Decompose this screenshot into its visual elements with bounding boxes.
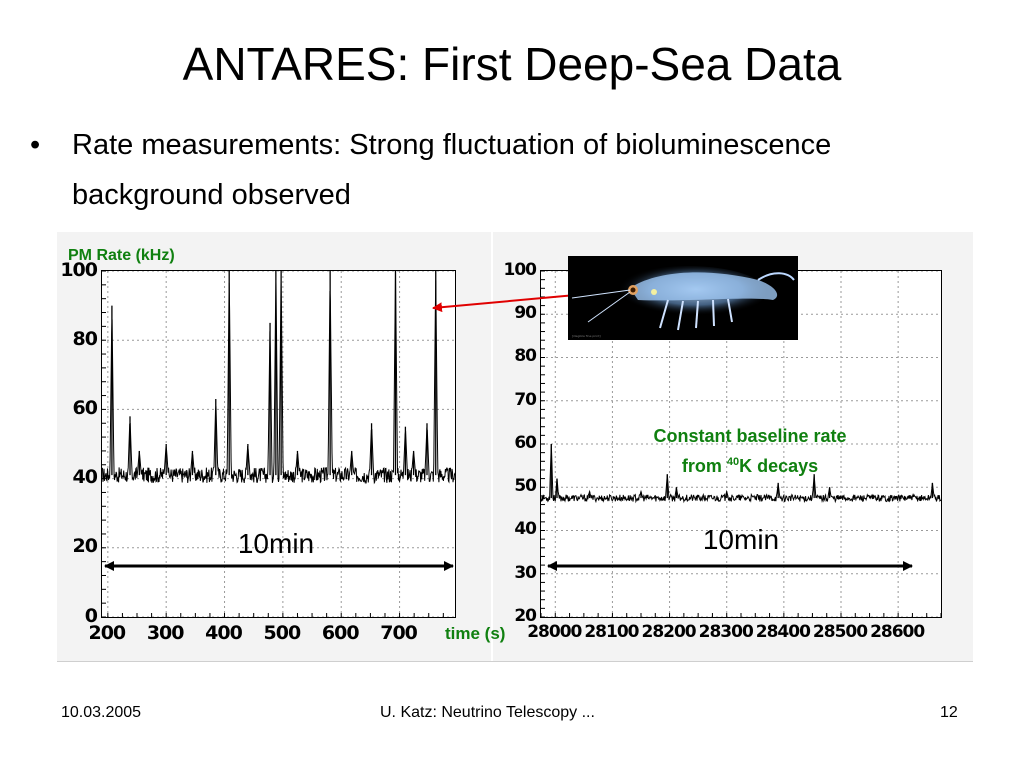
slide-title: ANTARES: First Deep-Sea Data	[182, 38, 842, 90]
x-tick-label: 28500	[812, 622, 868, 642]
right-span-label: 10min	[702, 524, 780, 555]
x-tick-label: 200	[88, 622, 126, 644]
bullet-text: Rate measurements: Strong fluctuation of…	[72, 120, 992, 220]
y-tick-label: 50	[514, 476, 537, 497]
annotation-superscript: 40	[726, 456, 740, 468]
footer-title: U. Katz: Neutrino Telescopy ...	[380, 704, 595, 721]
rate-trace-line	[102, 271, 455, 485]
footer-date: 10.03.2005	[61, 704, 142, 721]
y-tick-label: 30	[514, 562, 537, 583]
y-tick-label: 60	[72, 397, 98, 419]
shrimp-illustration	[571, 266, 795, 331]
annotation-tail: K decays	[739, 456, 819, 476]
y-tick-label: 20	[72, 535, 98, 558]
bullet-line-2: background observed	[72, 179, 351, 211]
baseline-annotation: Constant baseline rate from 40K decays	[620, 423, 880, 479]
left-rate-plot	[101, 270, 456, 618]
x-tick-label: 300	[146, 622, 185, 644]
x-tick-label: 500	[263, 622, 302, 644]
y-tick-label: 20	[514, 605, 537, 626]
annotation-from: from	[681, 456, 727, 476]
y-axis-label: PM Rate (kHz)	[68, 247, 175, 264]
y-tick-label: 70	[514, 389, 537, 410]
y-tick-label: 60	[514, 432, 537, 453]
y-tick-label: 100	[503, 259, 538, 280]
x-tick-label: 28400	[755, 622, 811, 642]
x-tick-label: 600	[321, 622, 360, 644]
x-tick-label: 28200	[641, 622, 696, 642]
x-tick-label: 400	[205, 622, 243, 644]
rate-trace-line	[541, 443, 941, 504]
slide-number: 12	[940, 704, 958, 721]
y-tick-label: 40	[514, 519, 537, 540]
y-tick-label: 80	[514, 346, 537, 367]
x-tick-label: 28300	[698, 622, 754, 642]
y-tick-label: 100	[60, 258, 98, 281]
bullet-marker: •	[30, 129, 41, 161]
x-tick-label: 700	[380, 622, 418, 644]
x-tick-label: 28600	[870, 622, 925, 642]
panel-divider	[491, 232, 493, 661]
left-span-label: 10min	[237, 528, 315, 559]
x-axis-label: time (s)	[445, 624, 506, 643]
y-tick-label: 80	[72, 327, 98, 350]
x-tick-label: 28100	[584, 622, 639, 642]
bullet-line-1: Rate measurements: Strong fluctuation of…	[72, 129, 832, 161]
y-tick-label: 40	[72, 466, 98, 489]
y-tick-label: 90	[514, 303, 537, 324]
left-plot-svg	[102, 271, 455, 617]
annotation-line-1: Constant baseline rate	[653, 426, 847, 446]
photo-caption: [illegible fine print]	[572, 334, 601, 338]
x-tick-label: 28000	[527, 622, 582, 642]
y-tick-label: 0	[84, 604, 98, 627]
shrimp-photo: [illegible fine print]	[568, 256, 798, 340]
